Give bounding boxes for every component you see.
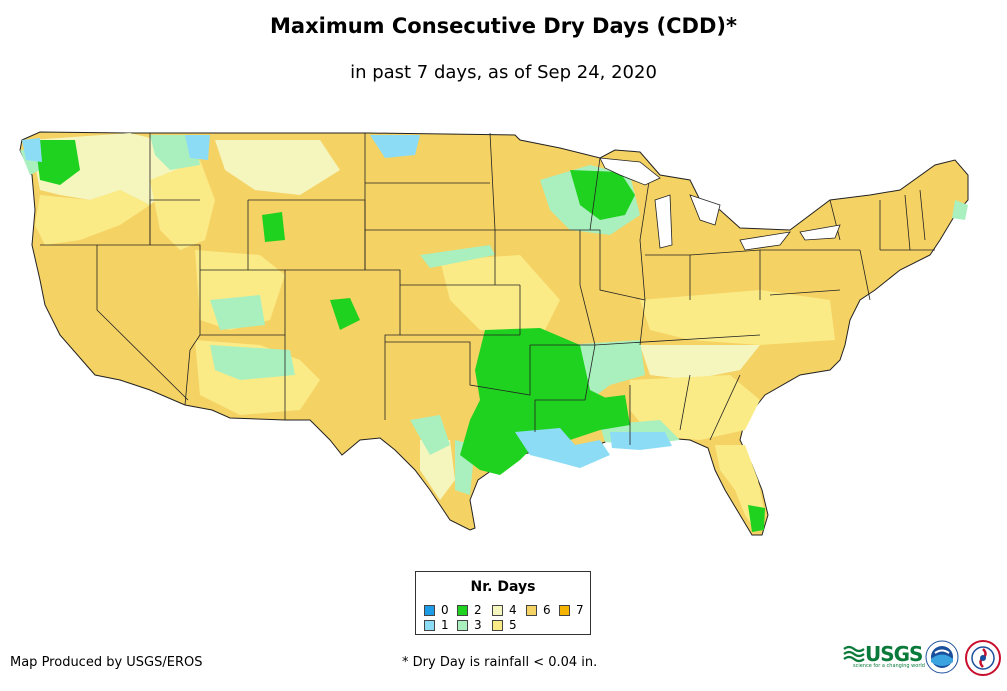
region-days-1-gulf-coast <box>610 432 672 450</box>
legend-swatch-2 <box>457 604 468 616</box>
region-days-5-appalachia <box>640 290 835 345</box>
legend-item-2: 2 <box>457 603 482 617</box>
legend-title: Nr. Days <box>470 579 536 595</box>
region-days-3-arizona <box>210 345 295 380</box>
state-borders <box>40 132 935 445</box>
region-days-1-montana <box>370 135 420 158</box>
region-days-3-nebraska-band <box>420 245 495 268</box>
region-days-4-texas-coast <box>420 440 455 500</box>
region-days-2-mississippi <box>585 395 630 430</box>
legend-swatch-0 <box>424 604 435 616</box>
legend-label-7: 7 <box>576 603 584 617</box>
legend-swatch-1 <box>424 619 435 631</box>
region-days-5-oregon <box>35 190 150 245</box>
agency-logos: USGS science for a changing world <box>843 638 1003 678</box>
map-credit: Map Produced by USGS/EROS <box>10 655 203 670</box>
legend-swatch-4 <box>492 604 503 616</box>
region-days-5-idaho <box>150 160 215 250</box>
region-days-4-montana <box>215 140 340 195</box>
noaa-logo <box>925 640 959 674</box>
map-subtitle: in past 7 days, as of Sep 24, 2020 <box>350 62 657 83</box>
map-title: Maximum Consecutive Dry Days (CDD)* <box>270 14 737 38</box>
usgs-wave-icon <box>843 645 865 663</box>
legend-item-4: 4 <box>492 603 517 617</box>
legend-item-6: 6 <box>526 603 551 617</box>
legend-item-3: 3 <box>457 618 482 632</box>
region-days-1-louisiana <box>515 428 610 468</box>
legend-label-6: 6 <box>543 603 551 617</box>
region-days-2-washington <box>35 140 80 185</box>
region-days-5-central-plains <box>440 255 560 340</box>
legend-swatch-6 <box>526 604 537 616</box>
legend-item-5: 5 <box>492 618 517 632</box>
legend-item-1: 1 <box>424 618 449 632</box>
great-lakes <box>599 157 841 251</box>
region-days-2-wyoming <box>262 212 285 242</box>
nws-logo <box>965 640 1001 676</box>
legend-label-5: 5 <box>509 618 517 632</box>
legend-item-7: 7 <box>559 603 584 617</box>
legend-label-0: 0 <box>441 603 449 617</box>
region-days-2-colorado <box>330 298 360 330</box>
legend: Nr. Days 0 1 2 3 4 5 6 7 <box>415 571 591 635</box>
region-days-2-florida <box>748 505 765 532</box>
region-days-4-tennessee <box>640 345 760 380</box>
region-days-1-northern-rockies <box>185 135 210 160</box>
legend-label-3: 3 <box>474 618 482 632</box>
legend-swatch-3 <box>457 619 468 631</box>
region-days-3-west-texas <box>410 415 450 455</box>
region-days-2-wisconsin <box>570 170 635 220</box>
legend-label-1: 1 <box>441 618 449 632</box>
legend-item-0: 0 <box>424 603 449 617</box>
usgs-tagline: science for a changing world <box>853 663 925 669</box>
region-days-1-washington <box>22 138 42 162</box>
legend-swatch-7 <box>559 604 570 616</box>
usgs-logo-text: USGS <box>865 642 923 666</box>
footnote: * Dry Day is rainfall < 0.04 in. <box>402 655 598 670</box>
legend-label-4: 4 <box>509 603 517 617</box>
usgs-logo: USGS <box>843 642 923 666</box>
legend-swatch-5 <box>492 619 503 631</box>
region-days-3-maine <box>952 200 968 220</box>
region-days-3-utah <box>210 295 265 330</box>
legend-label-2: 2 <box>474 603 482 617</box>
